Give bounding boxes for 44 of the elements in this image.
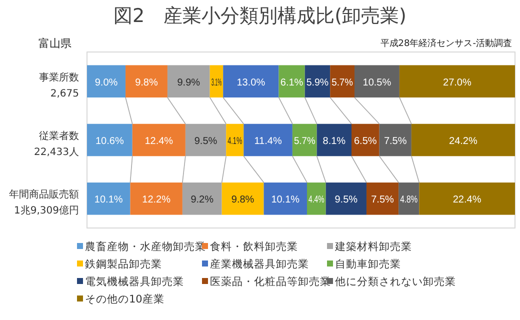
data-label: 12.2%: [142, 194, 171, 206]
data-label: 11.4%: [254, 136, 282, 147]
data-label: 27.0%: [443, 77, 472, 88]
data-label: 7.5%: [371, 194, 394, 206]
data-label: 22.4%: [452, 194, 482, 206]
data-label: 6.5%: [354, 136, 377, 147]
data-label: 3.1%: [211, 77, 234, 88]
y-tick-label: 事業所数 2,675: [39, 71, 79, 100]
legend-label: その他の10産業: [85, 292, 164, 306]
data-label: 5.9%: [306, 77, 330, 88]
data-label: 8.1%: [322, 136, 346, 147]
data-label: 9.8%: [231, 194, 254, 206]
data-label: 4.4%: [308, 194, 332, 206]
legend-label: 産業機械器具卸売業: [210, 258, 309, 270]
data-label: 6.1%: [280, 77, 304, 88]
legend-label: 建築材料卸売業: [334, 240, 412, 253]
text: 富山県: [38, 37, 72, 50]
legend-label: 電気機械器具卸売業: [85, 275, 184, 288]
data-label: 9.0%: [94, 77, 118, 88]
data-label: 4.8%: [400, 194, 423, 206]
legend-label: 他に分類されない卸売業: [335, 275, 456, 288]
data-label: 9.9%: [177, 77, 200, 88]
data-label: 9.2%: [190, 194, 214, 206]
data-label: 10.1%: [271, 194, 300, 206]
data-label: 10.6%: [96, 136, 124, 147]
title: 図2 産業小分類別構成比(卸売業): [114, 5, 406, 27]
data-label: 9.8%: [135, 77, 158, 88]
data-label: 10.5%: [362, 77, 392, 88]
data-label: 9.5%: [194, 136, 218, 147]
legend-label: 食料・飲料卸売業: [210, 240, 298, 253]
data-label: 7.5%: [384, 136, 407, 147]
text: 平成28年経済センサス‐活動調査: [380, 38, 512, 49]
data-label: 24.2%: [449, 136, 478, 147]
data-label: 5.7%: [332, 77, 354, 88]
data-label: 4.1%: [228, 136, 250, 147]
y-tick-label: 年間商品販売額 1兆9,309億円: [9, 188, 79, 217]
y-tick-label: 従業者数 22,433人: [34, 130, 79, 158]
data-label: 10.1%: [94, 194, 123, 206]
data-label: 5.7%: [294, 136, 317, 147]
legend-label: 鉄鋼製品卸売業: [85, 258, 162, 270]
data-label: 12.4%: [144, 136, 174, 147]
data-label: 13.0%: [236, 77, 266, 88]
data-label: 9.5%: [334, 194, 358, 206]
legend-label: 自動車卸売業: [335, 258, 401, 270]
